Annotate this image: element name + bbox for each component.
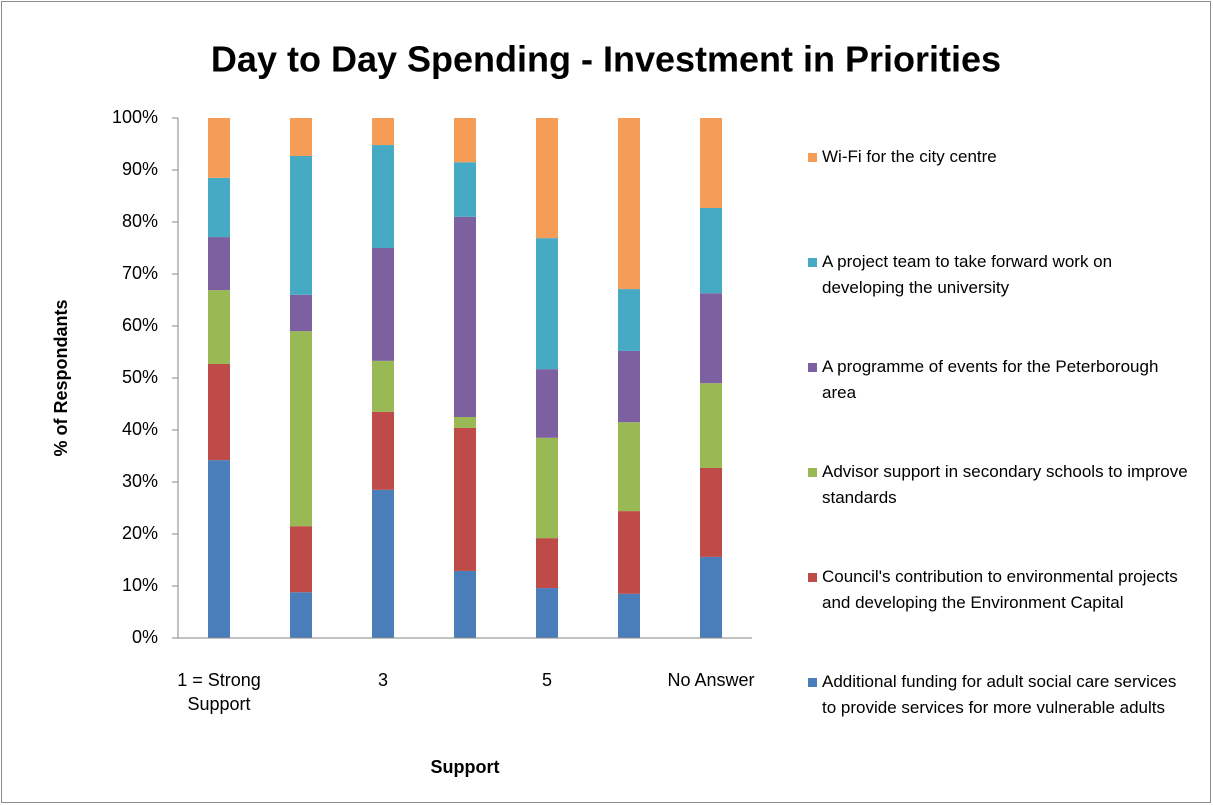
bar-segment: [372, 248, 394, 361]
y-tick-label: 0%: [132, 627, 158, 647]
legend-item: A programme of events for the Peterborou…: [808, 354, 1192, 406]
bar-segment: [372, 145, 394, 248]
legend-label: A project team to take forward work on d…: [822, 252, 1113, 297]
x-tick-label: 3: [377, 670, 388, 690]
bar-segment: [454, 570, 476, 638]
bar-segment: [536, 238, 558, 370]
y-tick-label: 20%: [122, 523, 158, 543]
legend-swatch: [808, 573, 817, 582]
bar-segment: [700, 207, 722, 294]
legend-label: Advisor support in secondary schools to …: [822, 462, 1188, 507]
bar-segment: [618, 422, 640, 512]
x-axis-title: Support: [431, 757, 500, 777]
legend-swatch: [808, 678, 817, 687]
legend-swatch: [808, 363, 817, 372]
legend-item: Council's contribution to environmental …: [808, 564, 1192, 616]
y-tick-label: 80%: [122, 211, 158, 231]
bar-segment: [618, 118, 640, 290]
legend-swatch: [808, 468, 817, 477]
y-tick-label: 10%: [122, 575, 158, 595]
bar-segment: [372, 360, 394, 412]
legend-label: Council's contribution to environmental …: [822, 567, 1178, 612]
bar-segment: [536, 588, 558, 638]
bar-segment: [208, 290, 230, 364]
bar-segment: [290, 331, 312, 527]
legend-item: Additional funding for adult social care…: [808, 669, 1192, 721]
bar-segment: [208, 460, 230, 638]
legend-item: Wi-Fi for the city centre: [808, 144, 1192, 170]
bar-segment: [700, 467, 722, 557]
y-tick-label: 70%: [122, 263, 158, 283]
chart-title: Day to Day Spending - Investment in Prio…: [211, 39, 1001, 80]
legend-label: A programme of events for the Peterborou…: [822, 357, 1159, 402]
bar-segment: [454, 118, 476, 163]
bar-segment: [700, 383, 722, 468]
y-tick-label: 90%: [122, 159, 158, 179]
bar-segment: [618, 511, 640, 594]
y-tick-label: 30%: [122, 471, 158, 491]
bar-segment: [208, 177, 230, 238]
legend-item: Advisor support in secondary schools to …: [808, 459, 1192, 511]
bar-segment: [290, 294, 312, 332]
y-tick-label: 40%: [122, 419, 158, 439]
x-tick-label: 5: [541, 670, 552, 690]
bar-segment: [618, 350, 640, 423]
bar-segment: [372, 411, 394, 490]
bar-segment: [536, 437, 558, 539]
bar-segment: [454, 162, 476, 217]
bar-segment: [700, 293, 722, 384]
y-tick-label: 50%: [122, 367, 158, 387]
bar-segment: [208, 363, 230, 461]
bar-segment: [290, 118, 312, 156]
bar-segment: [290, 592, 312, 638]
bar-segment: [208, 118, 230, 178]
x-tick-label: 1 = Strong Support: [177, 670, 261, 714]
legend-label: Wi-Fi for the city centre: [822, 147, 997, 166]
legend-swatch: [808, 258, 817, 267]
legend-swatch: [808, 153, 817, 162]
bar-segment: [372, 489, 394, 638]
bar-segment: [454, 216, 476, 417]
y-axis-title: % of Respondants: [51, 299, 71, 456]
bar-segment: [208, 237, 230, 291]
bar-segment: [700, 556, 722, 638]
bar-segment: [290, 526, 312, 593]
y-tick-label: 60%: [122, 315, 158, 335]
bar-segment: [454, 427, 476, 571]
bar-segment: [618, 593, 640, 638]
bar-segment: [454, 417, 476, 428]
x-tick-label: No Answer: [667, 670, 755, 690]
bar-segment: [536, 118, 558, 239]
bar-segment: [700, 118, 722, 208]
bar-segment: [618, 289, 640, 351]
legend-item: A project team to take forward work on d…: [808, 249, 1192, 301]
bar-segment: [536, 369, 558, 438]
bar-segment: [372, 118, 394, 146]
legend-label: Additional funding for adult social care…: [822, 672, 1177, 717]
bar-segment: [536, 538, 558, 589]
y-tick-label: 100%: [112, 107, 158, 127]
bar-segment: [290, 155, 312, 295]
